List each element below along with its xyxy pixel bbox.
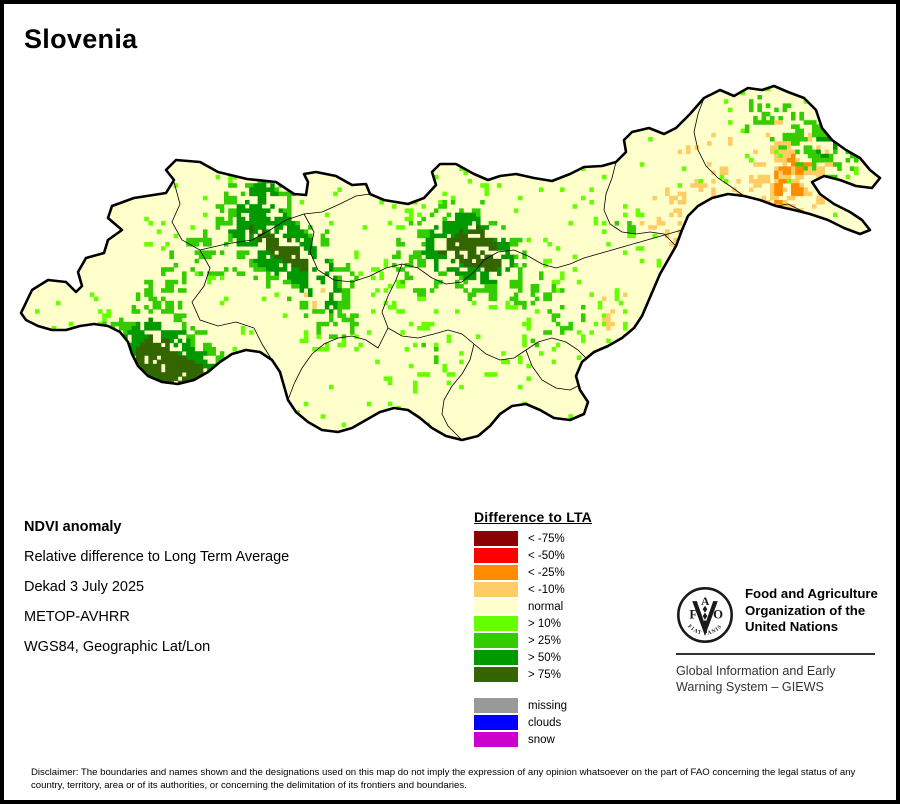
legend-label: > 75% [528,668,561,681]
legend-class-row[interactable]: < -50% [474,547,592,564]
legend-label: > 50% [528,651,561,664]
legend-swatch [474,599,518,614]
page-title: Slovenia [24,24,138,54]
legend-swatch [474,715,518,730]
svg-text:A: A [701,595,710,608]
legend-extra-row[interactable]: missing [474,697,592,714]
info-projection: WGS84, Geographic Lat/Lon [24,639,211,655]
fao-organization-name: Food and Agriculture Organization of the… [745,586,878,636]
legend-swatch [474,548,518,563]
legend-swatch [474,650,518,665]
legend-class-row[interactable]: > 75% [474,666,592,683]
fao-logo-icon: F A O FIAT PANIS [677,587,733,643]
info-sensor: METOP-AVHRR [24,609,130,625]
fao-org-line-3: United Nations [745,619,839,634]
legend-swatch [474,732,518,747]
giews-line-1: Global Information and Early [676,664,836,678]
fao-org-line-2: Organization of the [745,602,866,618]
legend-label: normal [528,600,564,613]
info-period: Dekad 3 July 2025 [24,579,145,595]
map-info-block: NDVI anomaly Relative difference to Long… [24,512,289,662]
legend-class-row[interactable]: > 10% [474,615,592,632]
legend-extra-row[interactable]: snow [474,731,592,748]
fao-divider [676,653,875,655]
legend-label: < -75% [528,532,565,545]
legend: Difference to LTA < -75% < -50% < -25% < -1… [474,509,592,748]
svg-text:F: F [689,607,697,621]
legend-class-row[interactable]: > 25% [474,632,592,649]
disclaimer-text: Disclaimer: The boundaries and names sho… [31,767,856,791]
legend-swatch [474,565,518,580]
legend-extra-list: missing clouds snow [474,697,592,748]
map-canvas[interactable] [4,54,896,484]
country-base [21,86,880,440]
national-border [19,84,882,442]
legend-class-row[interactable]: > 50% [474,649,592,666]
legend-label: missing [528,699,567,712]
svg-text:O: O [713,607,723,621]
legend-label: < -25% [528,566,565,579]
legend-label: > 25% [528,634,561,647]
legend-label: < -50% [528,549,565,562]
legend-class-row[interactable]: normal [474,598,592,615]
info-description: Relative difference to Long Term Average [24,549,290,565]
legend-swatch [474,667,518,682]
legend-label: > 10% [528,617,561,630]
legend-class-row[interactable]: < -10% [474,581,592,598]
fao-org-line-1: Food and Agriculture [745,586,878,601]
legend-spacer [474,683,592,697]
legend-swatch [474,633,518,648]
legend-label: clouds [528,716,562,729]
legend-class-row[interactable]: < -25% [474,564,592,581]
legend-swatch [474,582,518,597]
legend-extra-row[interactable]: clouds [474,714,592,731]
legend-swatch [474,698,518,713]
legend-label: snow [528,733,555,746]
legend-swatch [474,531,518,546]
legend-label: < -10% [528,583,565,596]
giews-name: Global Information and Early Warning Sys… [676,663,891,695]
legend-class-row[interactable]: < -75% [474,530,592,547]
legend-title: Difference to LTA [474,509,592,525]
legend-swatch [474,616,518,631]
ndvi-anomaly-raster [21,86,880,440]
info-product: NDVI anomaly [24,519,122,535]
legend-class-list: < -75% < -50% < -25% < -10% normal > 10% > 25%… [474,530,592,683]
fao-branding: F A O FIAT PANIS Food and Agriculture Or… [676,586,891,695]
giews-line-2: Warning System – GIEWS [676,680,824,694]
slovenia-ndvi-anomaly-map[interactable] [4,54,896,484]
